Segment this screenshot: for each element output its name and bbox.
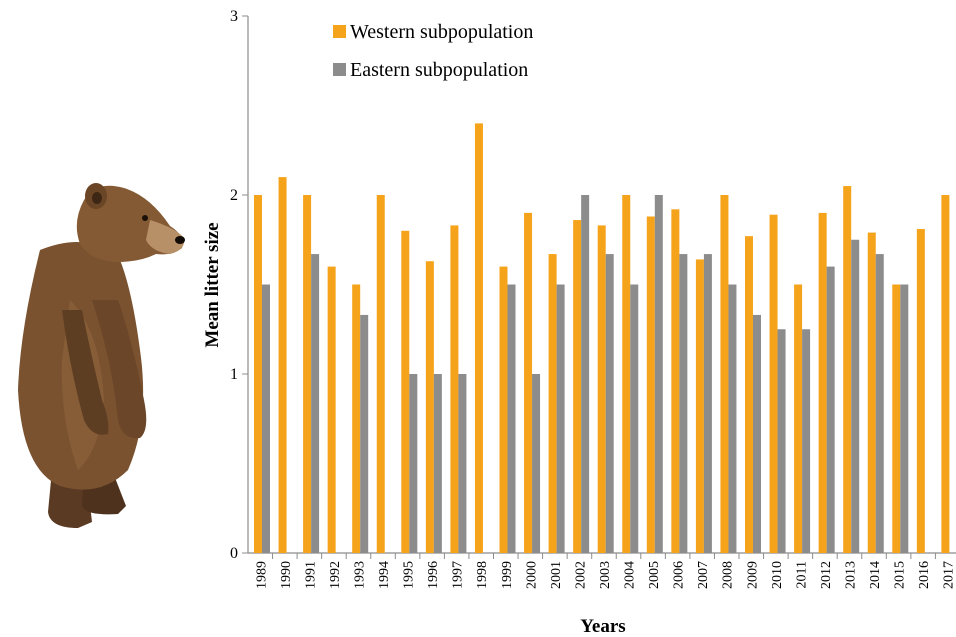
- bar-eastern-2015: [900, 284, 909, 553]
- x-tick-label-2006: 2006: [672, 561, 687, 589]
- bar-western-2011: [794, 284, 803, 553]
- x-tick-label-2013: 2013: [843, 561, 858, 589]
- bar-eastern-2014: [875, 254, 884, 553]
- bar-western-1994: [376, 195, 385, 553]
- y-axis-title: Mean litter size: [202, 222, 223, 347]
- bar-western-2016: [916, 229, 925, 553]
- bar-eastern-2003: [605, 254, 614, 553]
- bar-western-2008: [720, 195, 729, 553]
- bar-eastern-2012: [826, 266, 835, 553]
- bar-eastern-1995: [409, 374, 418, 553]
- bar-eastern-2013: [851, 239, 860, 553]
- bar-western-2003: [597, 225, 606, 553]
- y-tick-label: 3: [230, 8, 238, 25]
- bar-eastern-2002: [581, 195, 590, 553]
- x-tick-label-2003: 2003: [598, 561, 613, 589]
- x-tick-label-2009: 2009: [745, 561, 760, 589]
- bar-eastern-2010: [777, 329, 786, 553]
- bar-eastern-1993: [360, 314, 369, 553]
- x-tick-label-2011: 2011: [794, 561, 809, 588]
- legend-swatch-eastern: [333, 63, 346, 76]
- bar-western-1993: [352, 284, 361, 553]
- bar-western-1995: [401, 230, 410, 554]
- bar-western-1998: [474, 123, 483, 554]
- bar-eastern-1997: [458, 374, 467, 553]
- x-tick-label-1993: 1993: [352, 561, 367, 589]
- x-tick-label-1999: 1999: [500, 561, 515, 589]
- bar-western-1989: [254, 195, 262, 553]
- bar-western-2009: [745, 236, 753, 554]
- legend: Western subpopulation Eastern subpopulat…: [333, 21, 533, 81]
- bar-eastern-1989: [262, 284, 270, 553]
- y-tick-label: 2: [230, 187, 238, 204]
- x-tick-label-2001: 2001: [549, 561, 564, 589]
- x-tick-label-2005: 2005: [647, 561, 662, 589]
- bar-eastern-2011: [802, 329, 811, 553]
- x-tick-label-2015: 2015: [893, 561, 908, 589]
- y-tick-label: 1: [230, 366, 238, 383]
- x-tick-label-2014: 2014: [868, 561, 883, 589]
- x-tick-label-2004: 2004: [623, 561, 638, 589]
- bar-western-2006: [671, 209, 680, 553]
- bar-eastern-1996: [433, 374, 442, 553]
- x-tick-label-1991: 1991: [303, 561, 318, 589]
- bar-western-1997: [450, 225, 459, 553]
- bar-western-2002: [573, 220, 582, 553]
- x-tick-label-2017: 2017: [942, 561, 956, 589]
- bar-western-2014: [867, 232, 876, 553]
- bar-eastern-2000: [532, 374, 541, 553]
- bear-cub-illustration: [18, 183, 185, 528]
- bar-western-2017: [941, 195, 950, 553]
- x-tick-label-2007: 2007: [696, 561, 711, 589]
- bar-western-2013: [843, 186, 852, 554]
- bar-eastern-2005: [654, 195, 663, 553]
- bar-eastern-2001: [556, 284, 565, 553]
- x-axis-title: Years: [580, 616, 625, 637]
- x-tick-label-1997: 1997: [451, 561, 466, 589]
- bar-western-2001: [548, 254, 557, 553]
- x-tick-label-1996: 1996: [426, 561, 441, 589]
- bar-western-1996: [425, 261, 434, 553]
- bar-western-1990: [278, 177, 287, 553]
- x-tick-label-2008: 2008: [721, 561, 736, 589]
- x-tick-label-1990: 1990: [279, 561, 294, 589]
- legend-swatch-western: [333, 25, 346, 38]
- x-tick-label-2012: 2012: [819, 561, 834, 589]
- y-tick-label: 0: [230, 545, 238, 562]
- bar-western-2004: [622, 195, 631, 553]
- legend-label-western: Western subpopulation: [350, 21, 533, 43]
- x-tick-label-1994: 1994: [377, 561, 392, 589]
- x-tick-label-2000: 2000: [524, 561, 539, 589]
- bar-western-2015: [892, 284, 901, 553]
- x-tick-label-1995: 1995: [402, 561, 417, 589]
- bar-western-2010: [769, 214, 778, 553]
- x-tick-label-1989: 1989: [254, 561, 269, 589]
- bar-eastern-1991: [311, 254, 320, 553]
- bar-western-1999: [499, 266, 508, 553]
- x-tick-label-2010: 2010: [770, 561, 785, 589]
- bar-western-1991: [303, 195, 312, 553]
- bar-western-2005: [646, 216, 655, 554]
- bar-western-1992: [327, 266, 336, 553]
- bar-eastern-2006: [679, 254, 688, 553]
- bar-eastern-2007: [703, 254, 712, 553]
- x-tick-label-1998: 1998: [475, 561, 490, 589]
- x-tick-label-2002: 2002: [573, 561, 588, 589]
- bar-western-2012: [818, 212, 827, 553]
- bar-western-2000: [524, 212, 533, 553]
- x-tick-label-1992: 1992: [328, 561, 343, 589]
- bar-western-2007: [695, 259, 704, 553]
- bar-eastern-1999: [507, 284, 516, 553]
- bar-eastern-2004: [630, 284, 639, 553]
- bar-eastern-2008: [728, 284, 737, 553]
- legend-label-eastern: Eastern subpopulation: [350, 59, 528, 81]
- bar-eastern-2009: [753, 314, 761, 553]
- x-tick-label-2016: 2016: [917, 561, 932, 589]
